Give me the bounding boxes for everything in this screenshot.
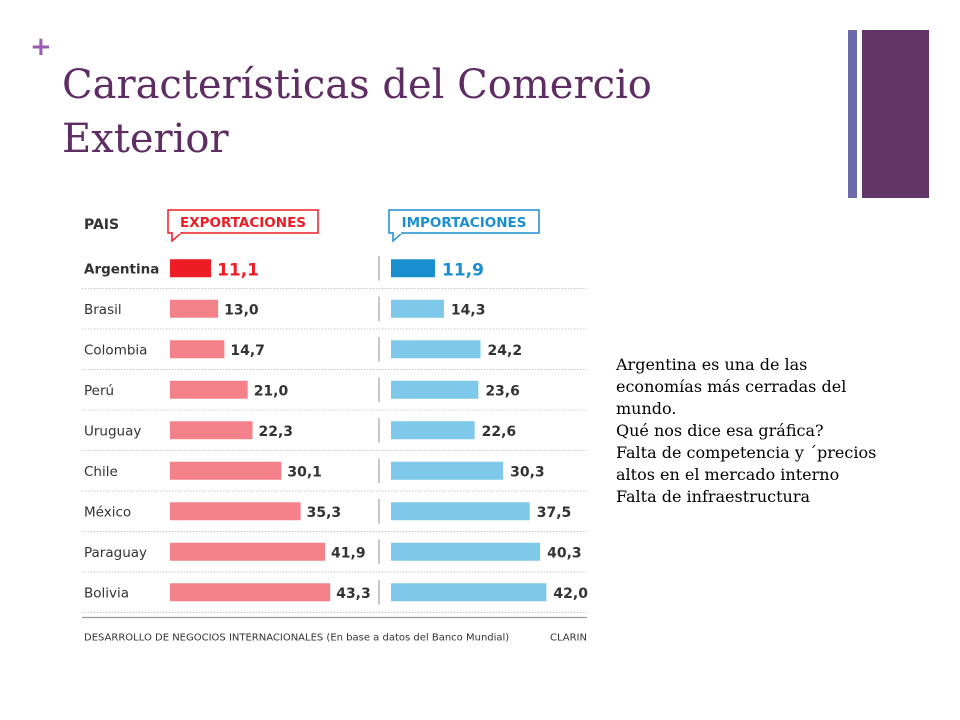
category-label: Brasil — [84, 302, 122, 318]
export-bar — [170, 502, 301, 521]
export-bar — [170, 461, 282, 480]
export-value-label: 22,3 — [259, 424, 294, 440]
import-bar — [391, 461, 504, 480]
slide-notes: Argentina es una de las economías más cer… — [616, 354, 946, 508]
import-bar — [391, 259, 436, 278]
plus-icon: + — [30, 32, 52, 62]
import-value-label: 37,5 — [537, 505, 572, 521]
export-bar — [170, 259, 212, 278]
legend-exportaciones-label: EXPORTACIONES — [180, 215, 306, 231]
category-label: Chile — [84, 464, 118, 480]
category-label: Colombia — [84, 342, 147, 358]
trade-chart-svg: PAIS EXPORTACIONES IMPORTACIONES Argentina 1… — [82, 209, 588, 644]
note-line: Qué nos dice esa gráfica? — [616, 421, 824, 440]
export-bar — [170, 299, 219, 318]
export-value-label: 11,1 — [217, 260, 259, 280]
trade-chart: PAIS EXPORTACIONES IMPORTACIONES Argentina 1… — [82, 198, 592, 646]
category-label: México — [84, 504, 131, 520]
legend-importaciones-box — [388, 209, 540, 234]
note-line: Falta de competencia y ´precios — [616, 443, 877, 462]
export-bar — [170, 340, 225, 359]
decorative-bar-thick — [862, 30, 929, 198]
import-value-label: 24,2 — [488, 343, 523, 359]
decorative-bar-thin — [848, 30, 857, 198]
import-value-label: 40,3 — [547, 545, 582, 561]
category-label: Perú — [84, 383, 114, 399]
export-value-label: 13,0 — [224, 302, 259, 318]
export-value-label: 41,9 — [331, 545, 366, 561]
import-bar — [391, 542, 541, 561]
import-value-label: 42,0 — [553, 586, 588, 602]
export-value-label: 35,3 — [307, 505, 342, 521]
category-label: Paraguay — [84, 545, 147, 561]
import-bar — [391, 380, 479, 399]
import-bar — [391, 502, 530, 521]
note-line: economías más cerradas del — [616, 377, 847, 396]
credit-note: CLARIN — [550, 633, 587, 644]
export-bar — [170, 421, 253, 440]
import-bar — [391, 340, 481, 359]
note-line: mundo. — [616, 399, 677, 418]
import-value-label: 23,6 — [485, 383, 520, 399]
import-bar — [391, 421, 475, 440]
export-value-label: 21,0 — [254, 383, 289, 399]
export-bar — [170, 583, 331, 602]
category-label: Uruguay — [84, 423, 141, 439]
legend-importaciones-pointer — [392, 232, 404, 243]
note-line: altos en el mercado interno — [616, 465, 840, 484]
legend-exportaciones-pointer-mask — [172, 231, 181, 234]
export-value-label: 43,3 — [336, 586, 371, 602]
category-header: PAIS — [84, 217, 119, 233]
export-bar — [170, 542, 326, 561]
export-value-label: 30,1 — [287, 464, 322, 480]
import-value-label: 14,3 — [451, 302, 486, 318]
legend-importaciones-pointer-mask — [393, 231, 402, 234]
import-bar — [391, 299, 444, 318]
import-bar — [391, 583, 547, 602]
export-bar — [170, 380, 248, 399]
legend-exportaciones-pointer — [171, 232, 183, 243]
slide-title: Características del Comercio Exterior — [62, 62, 652, 162]
import-value-label: 22,6 — [482, 424, 517, 440]
import-value-label: 30,3 — [510, 464, 545, 480]
note-line: Falta de infraestructura — [616, 487, 810, 506]
source-note: DESARROLLO DE NEGOCIOS INTERNACIONALES (… — [84, 633, 509, 644]
note-line: Argentina es una de las — [616, 355, 808, 374]
legend-importaciones-label: IMPORTACIONES — [402, 215, 527, 231]
import-value-label: 11,9 — [442, 260, 484, 280]
legend-exportaciones-box — [167, 209, 319, 234]
category-label: Argentina — [84, 261, 159, 277]
export-value-label: 14,7 — [230, 343, 265, 359]
category-label: Bolivia — [84, 585, 129, 601]
